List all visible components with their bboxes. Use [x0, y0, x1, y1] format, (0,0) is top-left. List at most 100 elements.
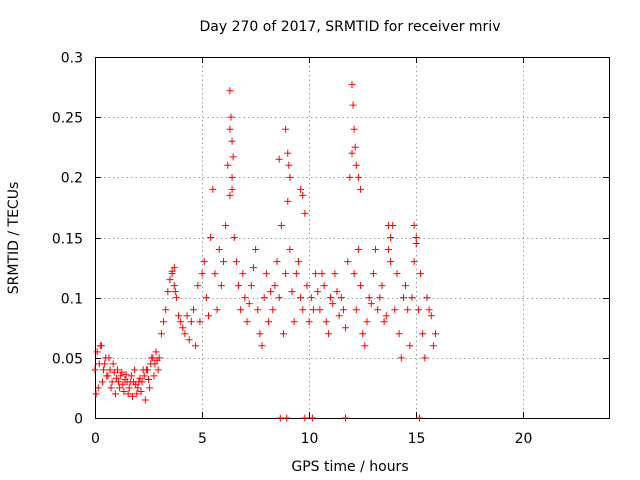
data-point: [211, 270, 219, 278]
data-point: [183, 312, 191, 320]
data-point: [277, 221, 285, 229]
data-point: [122, 371, 130, 379]
data-point: [116, 384, 124, 392]
data-point: [283, 414, 291, 422]
data-point: [342, 414, 350, 422]
y-tick-label: 0.3: [61, 51, 83, 67]
data-point: [285, 161, 293, 169]
data-point: [205, 312, 213, 320]
data-point: [331, 270, 339, 278]
data-point: [282, 270, 290, 278]
data-point: [352, 161, 360, 169]
data-point: [107, 384, 115, 392]
data-point: [192, 342, 200, 350]
data-point: [421, 354, 429, 362]
data-point: [152, 348, 160, 356]
data-point: [171, 288, 179, 296]
data-point: [256, 330, 264, 338]
data-point: [384, 221, 392, 229]
data-point: [260, 294, 268, 302]
data-point: [198, 270, 206, 278]
data-point: [239, 270, 247, 278]
data-point: [136, 374, 144, 382]
data-point: [344, 258, 352, 266]
data-point: [322, 318, 330, 326]
data-point: [269, 306, 277, 314]
data-point: [290, 318, 298, 326]
data-point: [351, 143, 359, 151]
data-point: [234, 282, 242, 290]
data-point: [209, 185, 217, 193]
data-point: [202, 294, 210, 302]
x-tick-label: 10: [301, 431, 319, 447]
data-point: [359, 330, 367, 338]
data-point: [128, 392, 136, 400]
data-point: [168, 267, 176, 275]
data-point: [220, 258, 227, 266]
data-point: [352, 306, 360, 314]
data-point: [115, 378, 123, 386]
data-point: [200, 258, 208, 266]
data-point: [145, 375, 153, 383]
y-tick-label: 0.05: [52, 352, 83, 368]
data-point: [284, 197, 292, 205]
data-points: [91, 81, 440, 422]
data-point: [262, 270, 270, 278]
data-point: [127, 372, 135, 380]
data-point: [146, 384, 154, 392]
data-point: [288, 288, 296, 296]
data-point: [349, 101, 357, 109]
x-tick-label: 5: [198, 431, 207, 447]
data-point: [226, 125, 234, 133]
data-point: [181, 330, 189, 338]
data-point: [101, 360, 109, 368]
data-point: [378, 282, 386, 290]
data-point: [271, 282, 279, 290]
data-point: [348, 81, 356, 89]
data-point: [247, 282, 255, 290]
data-point: [301, 209, 309, 217]
data-point: [337, 294, 345, 302]
data-point: [399, 294, 407, 302]
data-point: [301, 414, 309, 422]
data-point: [155, 354, 163, 362]
data-point: [135, 378, 143, 386]
data-point: [346, 173, 354, 181]
data-point: [369, 270, 377, 278]
data-point: [361, 342, 369, 350]
data-point: [230, 234, 238, 241]
y-tick-label: 0: [74, 412, 83, 428]
data-point: [429, 342, 437, 350]
data-point: [357, 185, 365, 193]
data-point: [172, 294, 180, 302]
data-point: [320, 282, 328, 290]
data-point: [154, 366, 162, 374]
x-tick-label: 15: [408, 431, 426, 447]
data-point: [299, 191, 307, 199]
data-point: [131, 366, 139, 374]
data-point: [143, 366, 151, 374]
data-point: [410, 221, 418, 229]
data-point: [354, 246, 362, 254]
data-point: [339, 306, 347, 314]
data-point: [365, 294, 373, 302]
data-point: [406, 342, 414, 350]
data-point: [273, 258, 281, 266]
data-point: [160, 318, 168, 326]
data-point: [194, 282, 202, 290]
data-point: [367, 300, 375, 308]
data-point: [279, 330, 287, 338]
data-point: [305, 318, 313, 326]
data-point: [402, 282, 410, 290]
data-point: [275, 155, 283, 163]
data-point: [382, 312, 390, 320]
data-point: [348, 149, 356, 157]
y-tick-label: 0.25: [52, 111, 83, 127]
data-point: [254, 306, 262, 314]
data-point: [119, 380, 127, 388]
data-point: [350, 270, 358, 278]
data-point: [141, 396, 149, 404]
data-point: [175, 312, 183, 320]
data-point: [391, 306, 399, 314]
data-point: [196, 318, 204, 326]
